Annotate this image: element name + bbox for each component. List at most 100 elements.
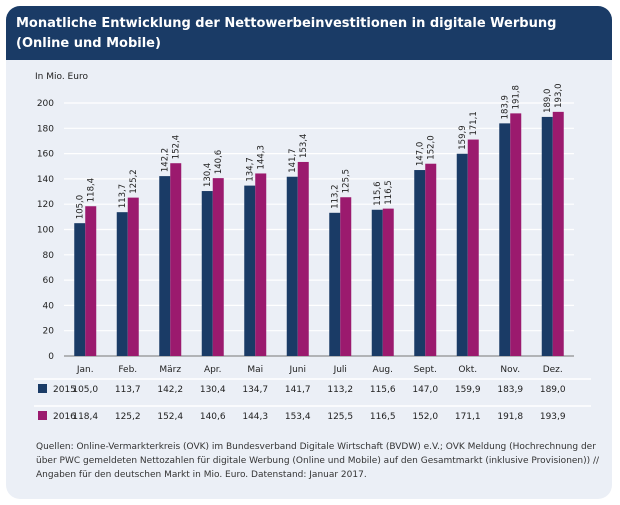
bar-2016 [382,208,394,356]
bar-value-label: 171,1 [469,111,479,135]
bar-value-label: 183,9 [501,95,511,119]
table-cell: 189,0 [540,385,566,395]
y-tick-label: 120 [37,200,54,210]
y-tick-label: 140 [37,175,54,185]
bar-2015 [371,209,383,356]
y-tick-label: 40 [43,301,55,311]
bar-2015 [541,116,553,356]
source-note: Quellen: Online-Vermarkterkreis (OVK) im… [36,442,600,480]
bar-value-label: 159,9 [458,125,468,149]
y-tick-label: 180 [37,124,54,134]
bar-2015 [116,212,128,356]
y-tick-label: 200 [37,99,54,109]
x-tick-label: Mai [247,365,263,375]
bar-value-label: 141,7 [288,148,298,172]
x-tick-label: Aug. [373,365,393,375]
chart-card: Monatliche Entwicklung der Nettowerbeinv… [6,6,612,499]
gridlines [64,102,574,357]
y-tick-label: 80 [43,251,55,261]
x-tick-label: Nov. [500,365,520,375]
bar-value-label: 153,4 [299,134,309,158]
y-tick-label: 60 [43,276,55,286]
y-tick-label: 20 [43,327,55,337]
bar-2015 [244,185,256,356]
table-cell: 153,4 [285,412,311,422]
bar-2016 [467,139,479,356]
bar-2015 [329,212,341,356]
table-cell: 171,1 [455,412,481,422]
bar-2015 [201,191,213,356]
bar-value-label: 152,4 [172,135,182,159]
y-axis-label: In Mio. Euro [35,72,88,82]
x-tick-label: Sept. [414,365,437,375]
bar-value-label: 191,8 [512,85,522,109]
table-cell: 125,5 [327,412,353,422]
table-cell: 152,4 [157,412,183,422]
bar-value-label: 130,4 [203,163,213,187]
bar-value-label: 147,0 [416,142,426,166]
bar-value-label: 140,6 [214,150,224,174]
bar-2016 [297,161,309,356]
table-cell: 125,2 [115,412,141,422]
x-tick-label: Jan. [76,365,94,375]
chart-title: Monatliche Entwicklung der Nettowerbeinv… [16,16,557,51]
bar-value-label: 116,5 [384,180,394,204]
x-tick-label: Apr. [204,365,222,375]
bar-2015 [499,123,511,356]
table-cell: 140,6 [200,412,226,422]
table-cell: 142,2 [157,385,183,395]
table-cell: 152,0 [412,412,438,422]
legend-label: 2015 [53,385,76,395]
table-cell: 193,9 [540,412,566,422]
table-cell: 191,8 [497,412,523,422]
legend-swatch-2015 [38,384,47,393]
bar-2016 [552,111,564,356]
table-cell: 118,4 [72,412,98,422]
y-tick-label: 0 [48,352,54,362]
legend-swatch-2016 [38,411,47,420]
bar-value-label: 113,2 [331,184,341,208]
table-cell: 141,7 [285,385,311,395]
bar-2016 [340,197,352,356]
bar-2015 [159,176,171,356]
x-tick-label: Feb. [118,365,137,375]
bar-2015 [414,170,426,356]
table-cell: 130,4 [200,385,226,395]
table-cell: 159,9 [455,385,481,395]
x-tick-label: Juli [333,365,347,375]
y-tick-label: 100 [37,226,54,236]
bar-2015 [286,176,298,356]
bar-2015 [456,153,468,356]
table-cell: 115,6 [370,385,396,395]
table-cell: 134,7 [242,385,268,395]
bar-value-label: 193,0 [554,84,564,108]
x-tick-label: Okt. [458,365,477,375]
table-cell: 116,5 [370,412,396,422]
bar-value-label: 144,3 [257,145,267,169]
bar-series [74,111,564,356]
title-banner: Monatliche Entwicklung der Nettowerbeinv… [6,6,612,60]
bar-value-label: 113,7 [118,184,128,208]
x-tick-label: Dez. [543,365,563,375]
table-cell: 105,0 [72,385,98,395]
bar-2016 [510,113,522,356]
bar-2016 [425,163,437,356]
x-axis-ticks: Jan. Feb. März Apr. Mai Juni Juli Aug. Sept. Okt.… [76,365,563,375]
bar-2016 [85,206,97,356]
bar-value-label: 125,2 [129,169,139,193]
bar-2016 [255,173,267,356]
table-cell: 147,0 [412,385,438,395]
bar-value-label: 134,7 [246,157,256,181]
bar-value-label: 118,4 [87,178,97,202]
table-cell: 113,2 [327,385,353,395]
bar-chart: 0 20 40 60 80 100 120 140 160 180 200 In Mio. Euro… [34,72,591,422]
bar-value-label: 125,5 [342,169,352,193]
table-cell: 113,7 [115,385,141,395]
table-cell: 183,9 [497,385,523,395]
bar-value-label: 152,0 [427,135,437,159]
bar-value-label: 189,0 [543,89,553,113]
y-tick-label: 160 [37,150,54,160]
bar-value-label: 105,0 [76,195,86,219]
bar-value-label: 142,2 [161,148,171,172]
